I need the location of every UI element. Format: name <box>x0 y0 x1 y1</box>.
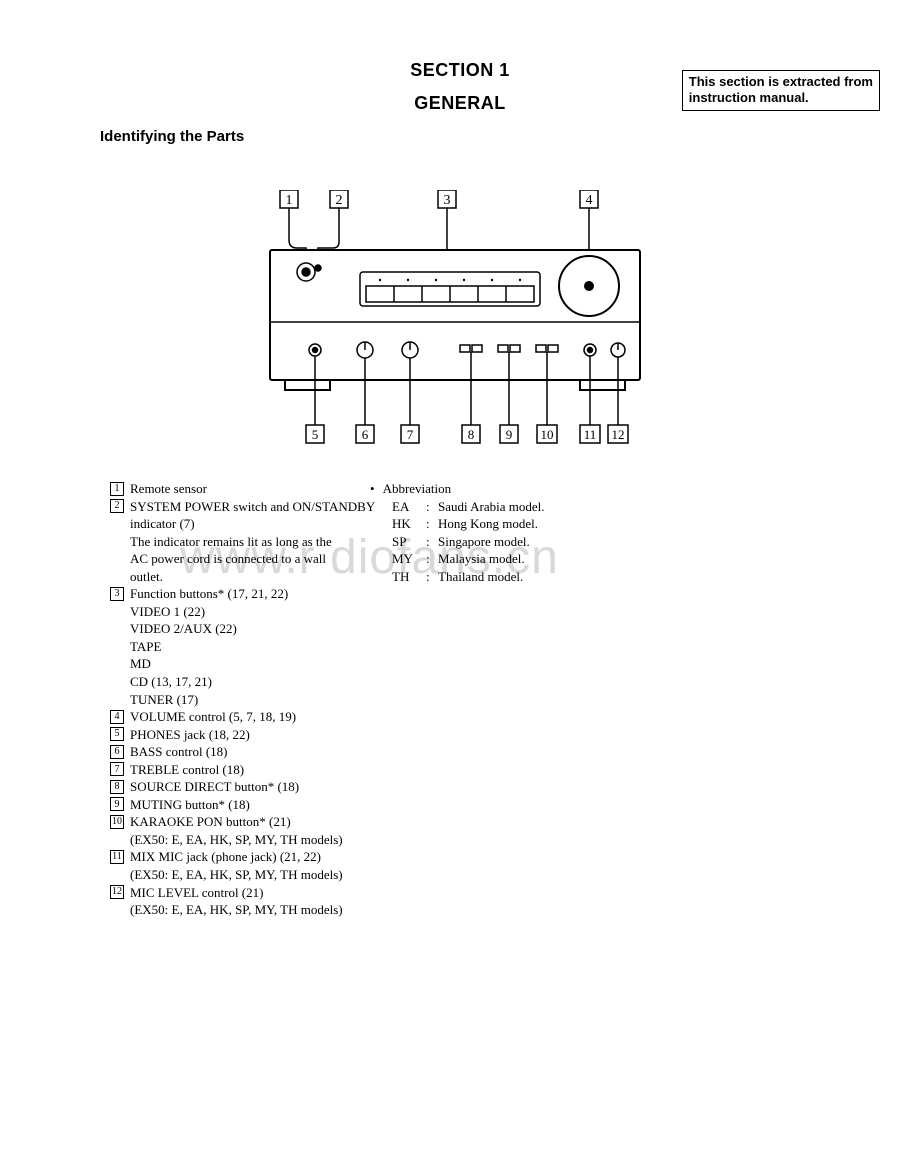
parts-item-subtext: The indicator remains lit as long as the <box>110 533 390 551</box>
parts-item: 4 VOLUME control (5, 7, 18, 19) <box>110 708 390 726</box>
parts-item-text: BASS control (18) <box>130 743 390 761</box>
front-panel-diagram: 1 2 3 4 <box>260 190 660 455</box>
numbox-icon: 11 <box>110 850 124 864</box>
parts-item-subtext: TUNER (17) <box>110 691 390 709</box>
callout-2: 2 <box>336 193 343 208</box>
callout-3: 3 <box>444 193 451 208</box>
numbox-icon: 1 <box>110 482 124 496</box>
parts-item: 3 Function buttons* (17, 21, 22) <box>110 585 390 603</box>
parts-item-subtext: outlet. <box>110 568 390 586</box>
parts-item: 11 MIX MIC jack (phone jack) (21, 22) <box>110 848 390 866</box>
parts-item-subtext: (EX50: E, EA, HK, SP, MY, TH models) <box>110 831 390 849</box>
numbox-icon: 12 <box>110 885 124 899</box>
abbr-desc: Saudi Arabia model. <box>438 498 545 516</box>
parts-item-subtext: VIDEO 1 (22) <box>110 603 390 621</box>
parts-item-text: TREBLE control (18) <box>130 761 390 779</box>
numbox-icon: 3 <box>110 587 124 601</box>
parts-item-subtext: CD (13, 17, 21) <box>110 673 390 691</box>
callout-5: 5 <box>312 427 319 442</box>
extracted-note-box: This section is extracted from instructi… <box>682 70 880 111</box>
colon: : <box>426 533 438 551</box>
parts-item-text: SOURCE DIRECT button* (18) <box>130 778 390 796</box>
numbox-icon: 6 <box>110 745 124 759</box>
abbr-code: MY <box>392 550 426 568</box>
parts-item: 10 KARAOKE PON button* (21) <box>110 813 390 831</box>
parts-item: 7 TREBLE control (18) <box>110 761 390 779</box>
abbr-code: SP <box>392 533 426 551</box>
parts-item-text: KARAOKE PON button* (21) <box>130 813 390 831</box>
parts-item-subtext: AC power cord is connected to a wall <box>110 550 390 568</box>
callout-9: 9 <box>506 427 513 442</box>
abbr-row: MY:Malaysia model. <box>392 550 690 568</box>
parts-item: 6 BASS control (18) <box>110 743 390 761</box>
abbr-row: HK:Hong Kong model. <box>392 515 690 533</box>
abbreviation-list: • Abbreviation EA:Saudi Arabia model.HK:… <box>370 480 690 585</box>
parts-item-text: VOLUME control (5, 7, 18, 19) <box>130 708 390 726</box>
parts-item-text: Remote sensor <box>130 480 390 498</box>
abbr-desc: Singapore model. <box>438 533 530 551</box>
parts-item: 12 MIC LEVEL control (21) <box>110 884 390 902</box>
identifying-parts-heading: Identifying the Parts <box>100 128 244 145</box>
colon: : <box>426 568 438 586</box>
numbox-icon: 5 <box>110 727 124 741</box>
parts-item: 2 SYSTEM POWER switch and ON/STANDBY indi… <box>110 498 390 533</box>
parts-item-subtext: TAPE <box>110 638 390 656</box>
abbr-code: HK <box>392 515 426 533</box>
bullet-icon: • <box>370 480 375 498</box>
numbox-icon: 7 <box>110 762 124 776</box>
colon: : <box>426 498 438 516</box>
parts-list: 1 Remote sensor 2 SYSTEM POWER switch and O… <box>110 480 390 919</box>
abbr-title: Abbreviation <box>383 480 452 498</box>
parts-item: 5 PHONES jack (18, 22) <box>110 726 390 744</box>
colon: : <box>426 550 438 568</box>
callout-1: 1 <box>286 193 293 208</box>
abbr-row: SP:Singapore model. <box>392 533 690 551</box>
abbr-code: TH <box>392 568 426 586</box>
callout-6: 6 <box>362 427 369 442</box>
parts-item-subtext: VIDEO 2/AUX (22) <box>110 620 390 638</box>
parts-item-text: Function buttons* (17, 21, 22) <box>130 585 390 603</box>
abbr-code: EA <box>392 498 426 516</box>
callout-7: 7 <box>407 427 414 442</box>
abbr-desc: Hong Kong model. <box>438 515 538 533</box>
callout-10: 10 <box>541 427 554 442</box>
callout-4: 4 <box>586 193 593 208</box>
parts-item: 1 Remote sensor <box>110 480 390 498</box>
abbr-row: TH:Thailand model. <box>392 568 690 586</box>
callout-8: 8 <box>468 427 475 442</box>
numbox-icon: 9 <box>110 797 124 811</box>
abbr-row: EA:Saudi Arabia model. <box>392 498 690 516</box>
parts-item-text: MIX MIC jack (phone jack) (21, 22) <box>130 848 390 866</box>
parts-item-text: PHONES jack (18, 22) <box>130 726 390 744</box>
note-line: This section is extracted from <box>689 74 873 90</box>
note-line: instruction manual. <box>689 90 873 106</box>
parts-item-text: SYSTEM POWER switch and ON/STANDBY indic… <box>130 498 390 533</box>
numbox-icon: 8 <box>110 780 124 794</box>
abbr-desc: Malaysia model. <box>438 550 525 568</box>
parts-item-subtext: MD <box>110 655 390 673</box>
numbox-icon: 10 <box>110 815 124 829</box>
numbox-icon: 2 <box>110 499 124 513</box>
parts-item-text: MUTING button* (18) <box>130 796 390 814</box>
parts-item-text: MIC LEVEL control (21) <box>130 884 390 902</box>
parts-item: 8 SOURCE DIRECT button* (18) <box>110 778 390 796</box>
parts-item-subtext: (EX50: E, EA, HK, SP, MY, TH models) <box>110 866 390 884</box>
parts-item: 9 MUTING button* (18) <box>110 796 390 814</box>
parts-item-subtext: (EX50: E, EA, HK, SP, MY, TH models) <box>110 901 390 919</box>
colon: : <box>426 515 438 533</box>
callout-11: 11 <box>584 427 597 442</box>
abbr-desc: Thailand model. <box>438 568 523 586</box>
numbox-icon: 4 <box>110 710 124 724</box>
callout-12: 12 <box>612 427 625 442</box>
